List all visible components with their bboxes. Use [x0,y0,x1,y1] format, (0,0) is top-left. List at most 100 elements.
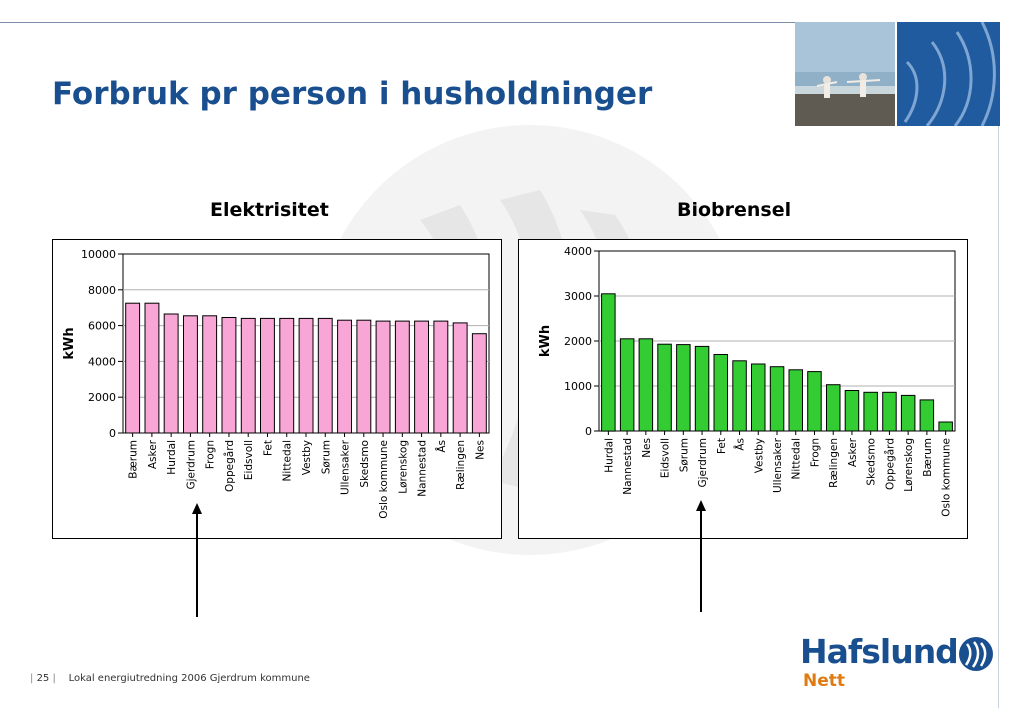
biobrensel-x-tick-label: Oslo kommune [941,438,953,517]
biobrensel-bar-oppegård [882,391,897,432]
biobrensel-bar-nes [638,338,654,432]
elektrisitet-bar-ullensaker [337,319,353,434]
elektrisitet-x-tick-label: Sørum [320,440,332,474]
elektrisitet-bar-eidsvoll [240,317,256,434]
biobrensel-x-tick-label: Bærum [922,438,934,477]
biobrensel-bar-oslo-kommune [938,421,953,432]
biobrensel-bar-hurdal [601,293,616,432]
chart-title-biobrensel: Biobrensel [677,199,792,221]
elektrisitet-bar-skedsmo [356,319,372,434]
elektrisitet-y-tick-label: 4000 [88,355,116,368]
biobrensel-y-tick-label: 4000 [564,245,592,258]
elektrisitet-x-tick-label: Fet [262,440,274,456]
elektrisitet-bar-gjerdrum [183,315,198,434]
right-rule [998,22,999,708]
elektrisitet-y-tick-label: 2000 [88,391,116,404]
arrow-gjerdrum-elektrisitet [192,503,202,617]
biobrensel-bar-eidsvoll [657,343,672,432]
biobrensel-x-tick-label: Nes [641,438,653,458]
biobrensel-x-tick-label: Lørenskog [903,438,915,492]
logo-wordmark: Hafslund [800,632,959,671]
elektrisitet-x-tick-label: Oslo kommune [378,440,390,519]
chart-title-elektrisitet: Elektrisitet [210,199,329,221]
biobrensel-x-tick-label: Ullensaker [772,437,784,493]
biobrensel-bar-nittedal [788,369,803,432]
biobrensel-x-tick-label: Asker [847,437,859,467]
elektrisitet-x-tick-label: Ullensaker [340,439,352,495]
elektrisitet-x-tick-label: Nannestad [417,440,429,497]
biobrensel-chart: 0 1000 2000 3000 4000 kWh Hurdal Nannestad Nes Ei… [518,239,968,539]
elektrisitet-y-tick-label: 8000 [88,284,116,297]
biobrensel-y-tick-label: 2000 [564,335,592,348]
biobrensel-x-tick-label: Nittedal [791,438,803,479]
elektrisitet-bar-nannestad [414,320,430,434]
biobrensel-bar-rælingen [826,384,841,432]
elektrisitet-chart: 0 2000 4000 6000 8000 10000 kWh Bærum Asker Hurda… [52,239,502,539]
biobrensel-chart-svg: 0 1000 2000 3000 4000 kWh Hurdal Nannestad Nes Ei… [538,245,956,517]
elektrisitet-y-tick-label: 10000 [81,248,116,261]
elektrisitet-bar-asker [144,302,160,434]
elektrisitet-x-tick-label: Nes [474,440,486,460]
logo-subtext: Nett [803,671,846,691]
biobrensel-bar-skedsmo [863,391,878,432]
elektrisitet-bar-oslo-kommune [375,320,391,434]
biobrensel-x-tick-label: Nannestad [622,438,634,495]
elektrisitet-y-axis-label: kWh [62,327,77,359]
beach-photo [795,22,895,126]
biobrensel-x-tick-label: Oppegård [883,438,896,490]
elektrisitet-bar-bærum [125,302,141,434]
biobrensel-x-tick-label: Eidsvoll [660,438,672,478]
biobrensel-bar-vestby [751,363,766,432]
elektrisitet-bar-lørenskog [394,320,410,434]
biobrensel-bar-ullensaker [769,366,785,432]
elektrisitet-x-tick-label: Lørenskog [397,440,409,494]
elektrisitet-x-tick-label: Frogn [205,440,217,469]
elektrisitet-bar-ås [433,320,449,434]
biobrensel-x-tick-label: Frogn [809,438,821,467]
biobrensel-bar-gjerdrum [694,345,710,432]
biobrensel-x-tick-label: Vestby [753,438,765,473]
hafslund-logo: Hafslund Nett [800,632,1000,702]
elektrisitet-x-tick-label: Rælingen [455,440,467,490]
elektrisitet-x-tick-label: Skedsmo [359,440,371,488]
elektrisitet-x-tick-label: Oppegård [223,440,236,492]
elektrisitet-y-tick-label: 0 [109,427,116,440]
biobrensel-bar-asker [844,390,860,432]
elektrisitet-chart-svg: 0 2000 4000 6000 8000 10000 kWh Bærum Asker Hurda… [62,248,490,519]
elektrisitet-bar-nes [471,333,487,434]
elektrisitet-bar-nittedal [279,317,295,434]
elektrisitet-x-tick-label: Nittedal [282,440,294,481]
elektrisitet-bar-sørum [317,317,333,434]
brand-pattern [897,22,1000,126]
biobrensel-x-tick-label: Fet [716,438,728,454]
biobrensel-bar-lørenskog [900,394,916,432]
elektrisitet-y-tick-label: 6000 [88,320,116,333]
logo-symbol-icon [959,637,993,671]
elektrisitet-x-tick-label: Asker [147,439,159,469]
arrow-gjerdrum-biobrensel [696,500,706,612]
slide-title: Forbruk pr person i husholdninger [52,76,653,112]
biobrensel-x-tick-label: Ås [734,438,747,451]
elektrisitet-bar-oppegård [221,317,237,434]
elektrisitet-bar-vestby [298,317,314,434]
biobrensel-bar-bærum [919,399,935,432]
elektrisitet-x-tick-label: Eidsvoll [243,440,255,480]
header-rule [0,22,795,23]
footer: | 25 | Lokal energiutredning 2006 Gjerdr… [30,673,310,684]
biobrensel-x-tick-label: Sørum [678,438,690,472]
elektrisitet-x-tick-label: Vestby [301,440,313,475]
biobrensel-y-tick-label: 3000 [564,290,592,303]
biobrensel-bar-nannestad [619,338,635,432]
elektrisitet-bar-fet [260,317,275,434]
page-number: 25 [36,673,50,684]
elektrisitet-bar-hurdal [163,313,179,434]
biobrensel-bar-sørum [676,344,691,432]
biobrensel-y-axis-label: kWh [538,325,553,357]
footer-text: Lokal energiutredning 2006 Gjerdrum komm… [68,673,310,684]
biobrensel-y-tick-label: 1000 [564,380,592,393]
elektrisitet-bar-rælingen [452,322,468,434]
biobrensel-bar-fet [713,354,728,432]
elektrisitet-bar-frogn [202,315,218,434]
biobrensel-x-tick-label: Gjerdrum [697,438,709,488]
elektrisitet-x-tick-label: Bærum [128,440,140,479]
